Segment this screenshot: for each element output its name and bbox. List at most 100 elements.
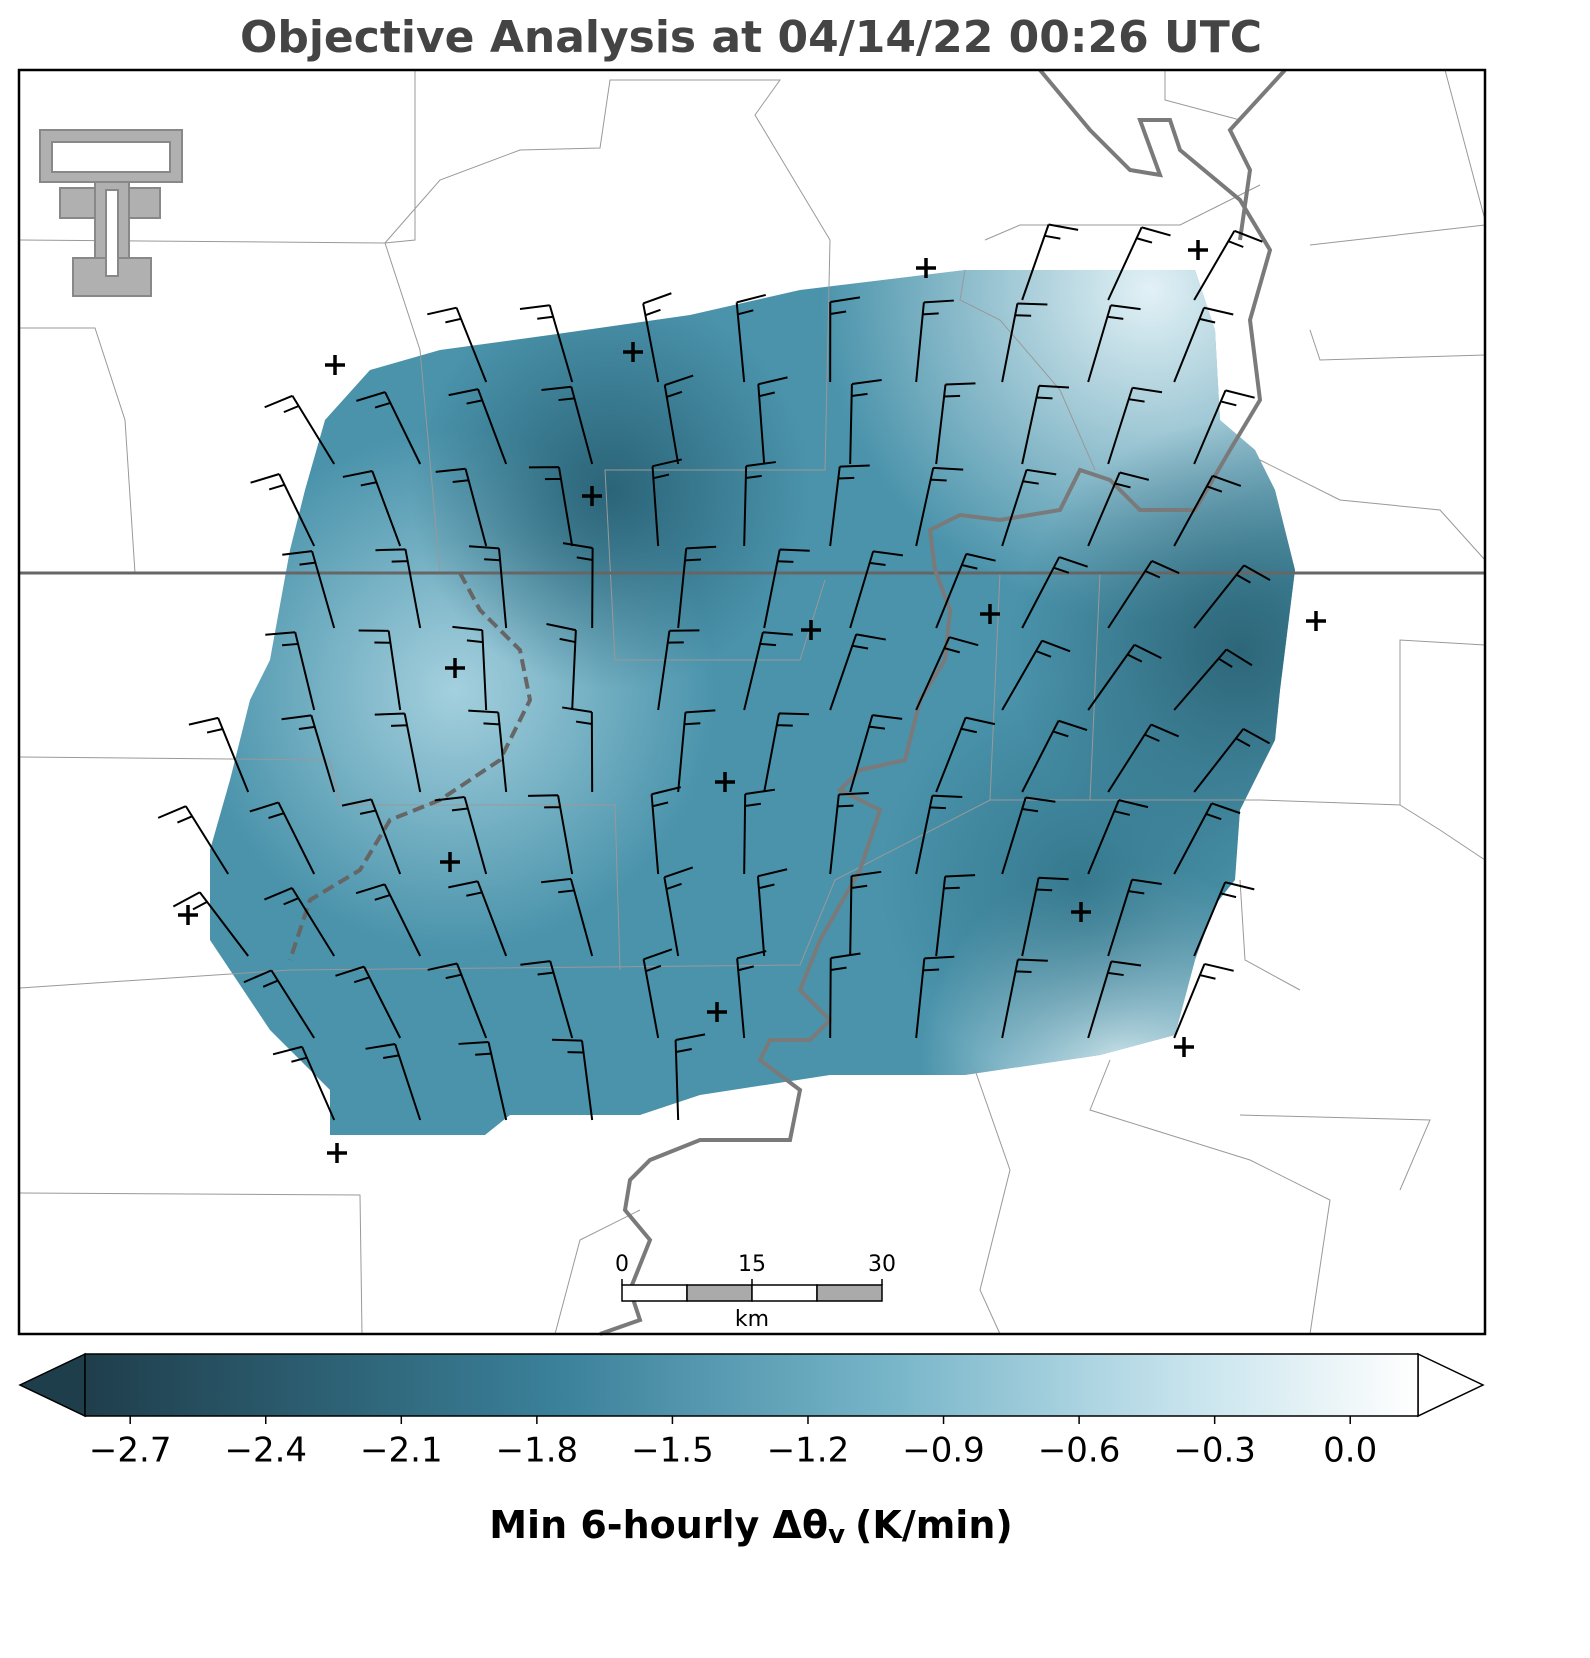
wind-barb bbox=[849, 550, 903, 629]
wind-barb bbox=[172, 891, 249, 957]
wind-barb bbox=[157, 805, 230, 875]
wind-barb bbox=[375, 548, 422, 629]
wind-barb bbox=[663, 374, 694, 465]
wind-barb bbox=[1087, 471, 1150, 547]
scale-tick-label: 15 bbox=[738, 1252, 766, 1277]
colorbar-tick-label: −0.9 bbox=[902, 1431, 985, 1471]
wind-barb bbox=[1087, 304, 1141, 383]
wind-barb bbox=[763, 548, 810, 629]
colorbar-tick-label: 0.0 bbox=[1323, 1431, 1377, 1471]
wind-barb bbox=[265, 631, 316, 711]
station-marker bbox=[980, 604, 1000, 624]
wind-barb bbox=[1021, 384, 1070, 465]
wind-barb bbox=[1087, 643, 1162, 711]
scale-tick-label: 30 bbox=[868, 1252, 896, 1277]
wind-barb bbox=[915, 636, 979, 711]
wind-barb bbox=[519, 304, 574, 383]
map-title: Objective Analysis at 04/14/22 00:26 UTC bbox=[240, 12, 1262, 63]
colorbar-label-unit: (K/min) bbox=[855, 1503, 1013, 1547]
colorbar-label-subscript: v bbox=[828, 1520, 845, 1550]
wind-barb bbox=[735, 293, 766, 383]
wind-barb bbox=[335, 965, 402, 1039]
wind-barb bbox=[935, 874, 976, 957]
analysis-field bbox=[210, 270, 1295, 1135]
wind-barb bbox=[458, 1040, 508, 1121]
colorbar-tick-label: −1.8 bbox=[496, 1431, 579, 1471]
station-marker bbox=[707, 1002, 727, 1022]
station-marker bbox=[715, 772, 735, 792]
wind-barb bbox=[243, 969, 316, 1039]
station-marker bbox=[1306, 611, 1326, 631]
station-marker bbox=[445, 658, 465, 678]
station-marker bbox=[623, 342, 643, 362]
wind-barb bbox=[468, 709, 508, 793]
map-panel: km 0 15 30 bbox=[17, 68, 1487, 1336]
wind-barb bbox=[1107, 560, 1180, 629]
wind-barb bbox=[520, 960, 574, 1039]
scale-tick-label: 0 bbox=[615, 1252, 629, 1277]
wind-barb bbox=[642, 948, 673, 1039]
scale-segment bbox=[751, 1284, 818, 1302]
wind-barb bbox=[650, 786, 681, 875]
wind-barb bbox=[743, 788, 776, 875]
wind-barb bbox=[358, 629, 402, 711]
wind-barb bbox=[1193, 728, 1271, 793]
wind-barb bbox=[849, 714, 903, 793]
colorbar-extend-low bbox=[18, 1352, 86, 1418]
wind-barb bbox=[915, 299, 954, 383]
colorbar-tick-label: −0.6 bbox=[1038, 1431, 1121, 1471]
colorbar: Min 6-hourly Δθv (K/min) −2.7 −2.4 −2.1 −1.8… bbox=[18, 1352, 1485, 1550]
station-marker bbox=[327, 1143, 347, 1163]
wind-barb bbox=[452, 625, 488, 711]
wind-barb bbox=[915, 794, 963, 875]
wind-barb bbox=[756, 868, 788, 957]
station-marker bbox=[1188, 240, 1208, 260]
wind-barb bbox=[1087, 799, 1149, 875]
wind-barb bbox=[435, 467, 488, 547]
wind-barb bbox=[541, 877, 594, 957]
wind-barb bbox=[272, 1045, 336, 1121]
wind-barb bbox=[849, 378, 882, 465]
scale-segment bbox=[816, 1284, 883, 1302]
station-markers bbox=[178, 240, 1326, 1163]
wind-barb bbox=[1193, 564, 1271, 629]
wind-barb bbox=[1087, 960, 1142, 1039]
wind-barb bbox=[365, 1043, 422, 1121]
wind-barb bbox=[264, 394, 336, 465]
wind-barb bbox=[546, 623, 577, 711]
wind-barb bbox=[935, 716, 996, 793]
wind-barb bbox=[427, 962, 488, 1039]
wind-barb bbox=[281, 714, 336, 793]
wind-barb bbox=[355, 883, 422, 957]
wind-barbs bbox=[157, 223, 1271, 1121]
station-marker bbox=[440, 852, 460, 872]
wind-barb bbox=[829, 464, 870, 547]
wind-barb bbox=[528, 794, 574, 875]
station-marker bbox=[178, 905, 198, 925]
river bbox=[288, 572, 533, 961]
wind-barb bbox=[551, 1038, 594, 1121]
colorbar-tick-label: −1.5 bbox=[631, 1431, 714, 1471]
wind-barb bbox=[1173, 648, 1253, 711]
wind-barb bbox=[743, 631, 793, 711]
wind-barb bbox=[642, 292, 672, 383]
wind-barb bbox=[1001, 639, 1071, 711]
colorbar-tick-label: −0.3 bbox=[1173, 1431, 1256, 1471]
wind-barb bbox=[1107, 878, 1162, 957]
station-marker bbox=[1071, 902, 1091, 922]
wind-barb bbox=[1021, 556, 1088, 629]
wind-barb bbox=[448, 388, 508, 465]
wind-barb bbox=[1001, 796, 1056, 875]
wind-barb bbox=[1173, 474, 1242, 547]
river bbox=[599, 68, 1273, 1336]
wind-barb bbox=[250, 473, 316, 547]
wind-barb bbox=[849, 870, 882, 957]
wind-barb bbox=[1001, 302, 1048, 383]
wind-barb bbox=[677, 545, 717, 629]
station-marker bbox=[582, 486, 602, 506]
wind-barb bbox=[674, 1033, 706, 1121]
map-frame bbox=[17, 68, 1487, 1336]
colorbar-tick-label: −1.2 bbox=[767, 1431, 850, 1471]
wind-barb bbox=[1173, 802, 1241, 875]
